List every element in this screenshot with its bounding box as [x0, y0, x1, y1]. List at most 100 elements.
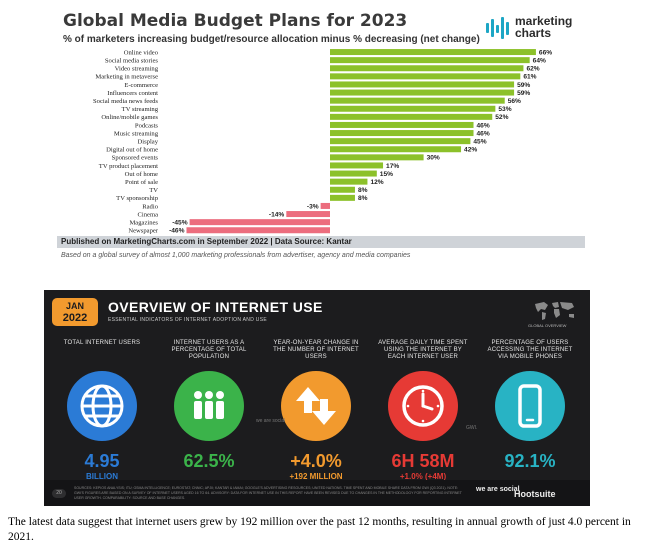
mobile-phone-icon: [495, 371, 565, 441]
bar: [330, 138, 471, 145]
bar: [286, 211, 330, 218]
stat-label: PERCENTAGE OF USERS ACCESSING THE INTERN…: [487, 340, 573, 360]
stat-mobile-share: PERCENTAGE OF USERS ACCESSING THE INTERN…: [482, 340, 578, 471]
people-icon: [174, 371, 244, 441]
data-label: 15%: [380, 171, 393, 178]
data-label: 59%: [517, 82, 530, 89]
bar: [330, 97, 505, 104]
date-year: 2022: [62, 312, 88, 324]
data-label: -45%: [172, 219, 188, 226]
category-label: Social media news feeds: [93, 98, 158, 105]
category-label: TV sponsorship: [116, 195, 159, 202]
date-month: JAN: [65, 301, 84, 311]
data-label: -3%: [307, 203, 319, 210]
data-label: 56%: [508, 98, 521, 105]
clock-icon: [388, 371, 458, 441]
bar: [330, 73, 521, 80]
bar: [330, 170, 377, 177]
stat-population-share: INTERNET USERS AS A PERCENTAGE OF TOTAL …: [161, 340, 257, 471]
bar: [330, 178, 368, 185]
chart-title: Global Media Budget Plans for 2023: [63, 11, 408, 31]
category-label: Newspaper: [128, 228, 158, 235]
bar: [330, 121, 474, 128]
stat-sub: +1.0% (+4M): [399, 472, 447, 481]
bar: [189, 219, 330, 226]
data-label: 66%: [539, 49, 552, 56]
watermark-we-are-social: we are social: [256, 418, 286, 424]
bar: [330, 113, 493, 120]
category-label: Radio: [142, 203, 158, 210]
data-label: 45%: [473, 138, 486, 145]
stat-label: AVERAGE DAILY TIME SPENT USING THE INTER…: [378, 340, 468, 360]
data-label: 52%: [495, 114, 508, 121]
category-label: TV streaming: [122, 106, 159, 113]
data-label: 46%: [477, 130, 490, 137]
sources-text: SOURCES: KEPIOS ANALYSIS; ITU; GSMA INTE…: [74, 486, 462, 500]
bar: [330, 186, 355, 193]
category-label: TV product placement: [99, 163, 158, 170]
bar: [330, 105, 496, 112]
data-label: 8%: [358, 187, 368, 194]
stat-value: +4.0%: [290, 451, 342, 471]
bar-logo-icon: [486, 17, 512, 39]
category-label: Social media stories: [105, 57, 159, 64]
stat-label: YEAR-ON-YEAR CHANGE IN THE NUMBER OF INT…: [273, 340, 359, 360]
bar: [330, 81, 515, 88]
internet-overview-panel: JAN 2022 OVERVIEW OF INTERNET USE ESSENT…: [44, 290, 590, 506]
category-label: Point of sale: [125, 179, 158, 186]
data-label: 12%: [370, 179, 383, 186]
data-label: 42%: [464, 147, 477, 154]
source-bar: [57, 236, 585, 248]
stat-value: 4.95: [84, 451, 120, 471]
panel-title: OVERVIEW OF INTERNET USE: [108, 299, 323, 315]
world-map-icon: [535, 302, 574, 320]
we-are-social-logo: we are social: [476, 486, 520, 493]
media-budget-chart-card: Global Media Budget Plans for 2023 % of …: [57, 6, 585, 263]
category-label: Cinema: [137, 211, 158, 218]
bar: [186, 227, 330, 234]
up-down-arrows-icon: [281, 371, 351, 441]
bar: [330, 89, 515, 96]
data-label: 62%: [526, 66, 539, 73]
watermark-gwi: GWI.: [466, 425, 478, 431]
panel-subtitle: ESSENTIAL INDICATORS OF INTERNET ADOPTIO…: [108, 317, 267, 323]
bar-chart: Online video 66% Social media stories 64% Vi…: [93, 49, 552, 235]
data-label: 61%: [523, 74, 536, 81]
bar: [330, 154, 424, 161]
bar: [330, 49, 536, 56]
hootsuite-logo: Hootsuite: [514, 489, 556, 499]
map-caption: GLOBAL OVERVIEW: [528, 323, 567, 328]
stat-label: TOTAL INTERNET USERS: [63, 340, 141, 346]
category-label: Magazines: [129, 219, 158, 226]
category-label: Digital out of home: [106, 147, 158, 154]
data-label: -14%: [269, 211, 285, 218]
data-label: 17%: [386, 163, 399, 170]
category-label: Sponsored events: [112, 155, 159, 162]
category-label: Influencers content: [107, 90, 158, 97]
page-number: 20: [52, 489, 66, 498]
chart-source: Published on MarketingCharts.com in Sept…: [61, 237, 352, 246]
category-label: Podcasts: [135, 122, 159, 129]
category-label: Online video: [124, 49, 159, 56]
globe-icon: [67, 371, 137, 441]
bar: [330, 57, 530, 64]
category-label: Music streaming: [114, 130, 159, 137]
category-label: Out of home: [125, 171, 158, 178]
stat-value: 92.1%: [504, 451, 556, 471]
data-label: 30%: [427, 155, 440, 162]
date-badge: JAN 2022: [52, 298, 98, 326]
sources-bar: [44, 480, 590, 506]
bar: [330, 130, 474, 137]
stat-daily-time: AVERAGE DAILY TIME SPENT USING THE INTER…: [375, 340, 471, 482]
bar: [330, 194, 355, 201]
stat-sub: +192 MILLION: [289, 472, 343, 481]
stat-total-users: TOTAL INTERNET USERS 4.95 BILLION: [54, 340, 150, 482]
data-label: 59%: [517, 90, 530, 97]
data-label: 64%: [533, 57, 546, 64]
data-label: 46%: [477, 122, 490, 129]
bar: [330, 162, 384, 169]
category-label: Video streaming: [115, 66, 159, 73]
category-label: E-commerce: [124, 82, 158, 89]
bar: [320, 202, 330, 209]
category-label: Marketing in metaverse: [95, 74, 158, 81]
